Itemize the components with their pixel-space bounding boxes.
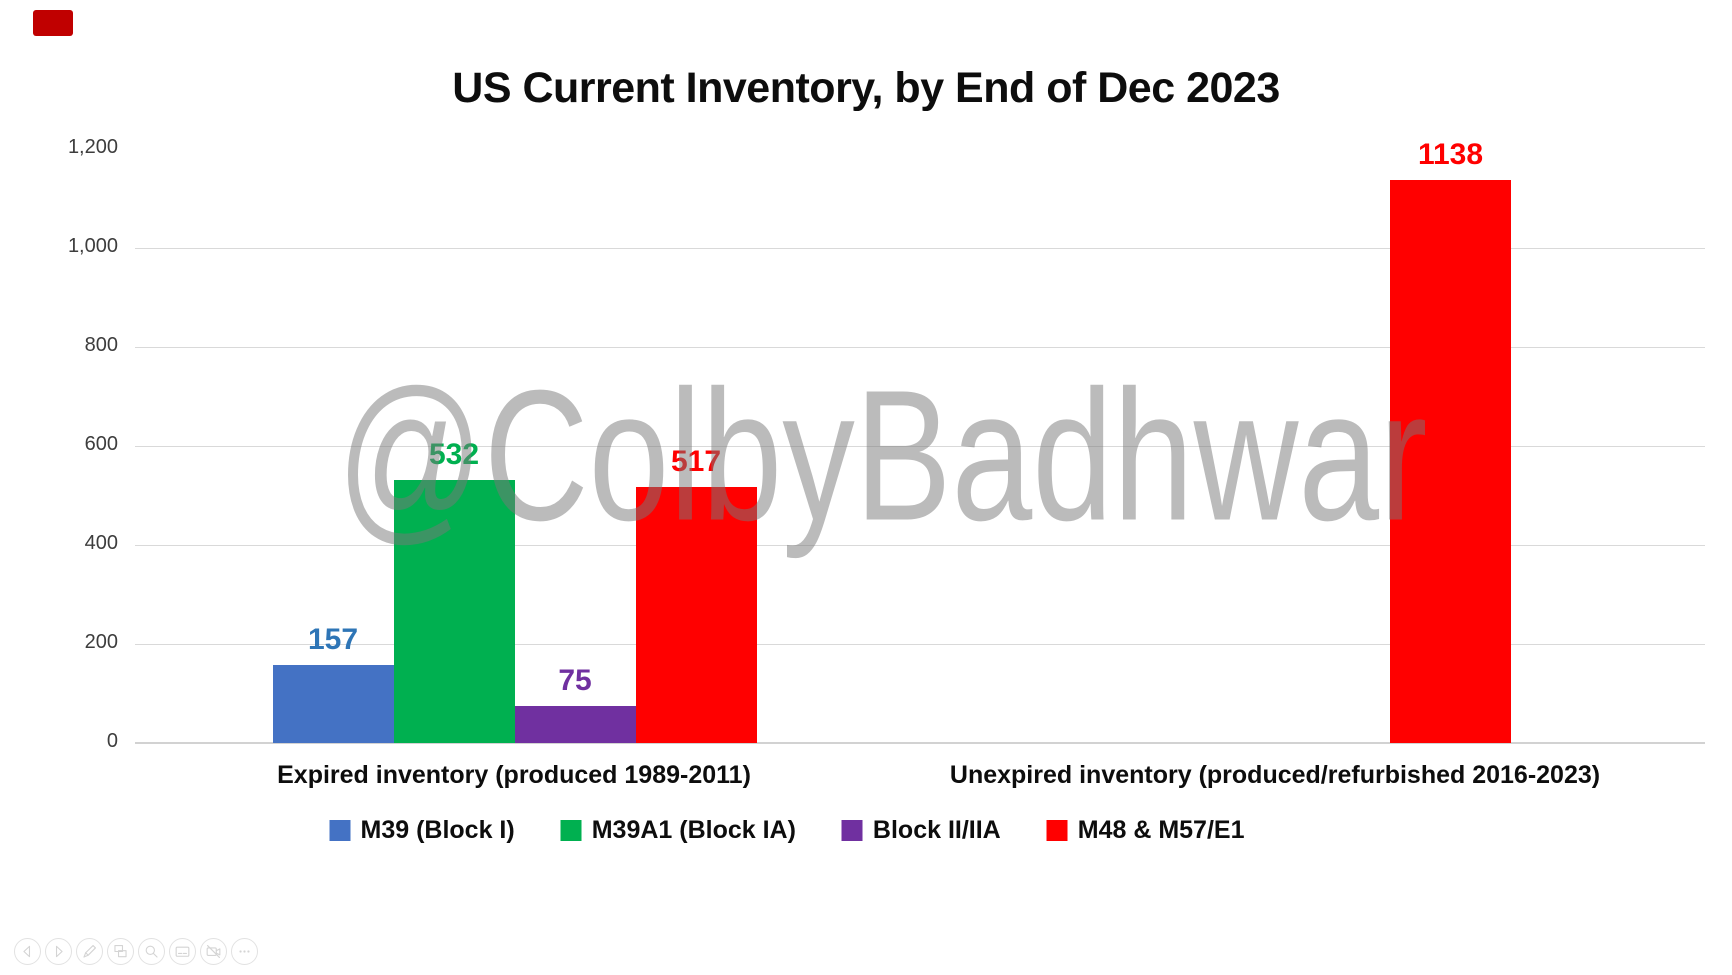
legend: M39 (Block I) M39A1 (Block IA) Block II/II… — [329, 816, 1245, 845]
gridline — [135, 248, 1705, 249]
bar-value-label: 1138 — [1417, 137, 1484, 171]
gridline — [135, 545, 1705, 546]
bar-value-label: 157 — [307, 623, 359, 657]
y-tick-label: 200 — [84, 631, 118, 653]
captions-button[interactable] — [169, 938, 196, 965]
pen-icon — [80, 942, 99, 961]
more-options-icon — [235, 942, 254, 961]
gridline — [135, 446, 1705, 447]
gridline — [135, 347, 1705, 348]
legend-swatch — [1046, 820, 1068, 841]
legend-label: M39A1 (Block IA) — [591, 816, 796, 844]
record-indicator-badge — [33, 10, 73, 36]
legend-swatch — [560, 820, 582, 841]
zoom-into-slide-icon — [142, 942, 161, 961]
x-category-label-expired: Expired inventory (produced 1989-2011) — [277, 761, 751, 789]
y-tick-label: 1,200 — [67, 136, 118, 158]
x-axis-line — [135, 742, 1705, 744]
legend-swatch — [329, 820, 351, 841]
legend-item: M39A1 (Block IA) — [560, 816, 796, 845]
y-tick-label: 1,000 — [67, 235, 118, 257]
previous-slide-button[interactable] — [14, 938, 41, 965]
bar-value-label: 517 — [670, 445, 722, 479]
legend-item: Block II/IIA — [841, 816, 1001, 845]
bar-value-label: 532 — [428, 437, 480, 471]
legend-item: M48 & M57/E1 — [1046, 816, 1245, 845]
gridline — [135, 644, 1705, 645]
all-slides-button[interactable] — [107, 938, 134, 965]
chart-title: US Current Inventory, by End of Dec 2023 — [452, 64, 1280, 112]
camera-off-icon — [204, 942, 223, 961]
bar: 532 — [393, 438, 515, 743]
camera-off-button[interactable] — [200, 938, 227, 965]
legend-swatch — [841, 820, 863, 841]
y-tick-label: 800 — [84, 334, 118, 356]
more-options-button[interactable] — [231, 938, 258, 965]
previous-slide-icon — [18, 942, 37, 961]
y-tick-label: 400 — [84, 532, 118, 554]
next-slide-button[interactable] — [45, 938, 72, 965]
zoom-into-slide-button[interactable] — [138, 938, 165, 965]
slideshow-toolbar — [14, 938, 258, 965]
bar: 517 — [635, 445, 757, 743]
bar: 1138 — [1390, 138, 1511, 743]
pen-button[interactable] — [76, 938, 103, 965]
bar: 75 — [514, 664, 636, 743]
next-slide-icon — [49, 942, 68, 961]
legend-item: M39 (Block I) — [329, 816, 515, 845]
y-tick-label: 600 — [84, 433, 118, 455]
captions-icon — [173, 942, 192, 961]
legend-label: M48 & M57/E1 — [1077, 816, 1245, 844]
legend-label: Block II/IIA — [872, 816, 1001, 844]
bar-value-label: 75 — [558, 663, 592, 697]
all-slides-icon — [111, 942, 130, 961]
bar: 157 — [272, 623, 394, 743]
x-category-label-unexpired: Unexpired inventory (produced/refurbishe… — [949, 761, 1601, 789]
y-tick-label: 0 — [106, 730, 118, 752]
legend-label: M39 (Block I) — [360, 816, 515, 844]
